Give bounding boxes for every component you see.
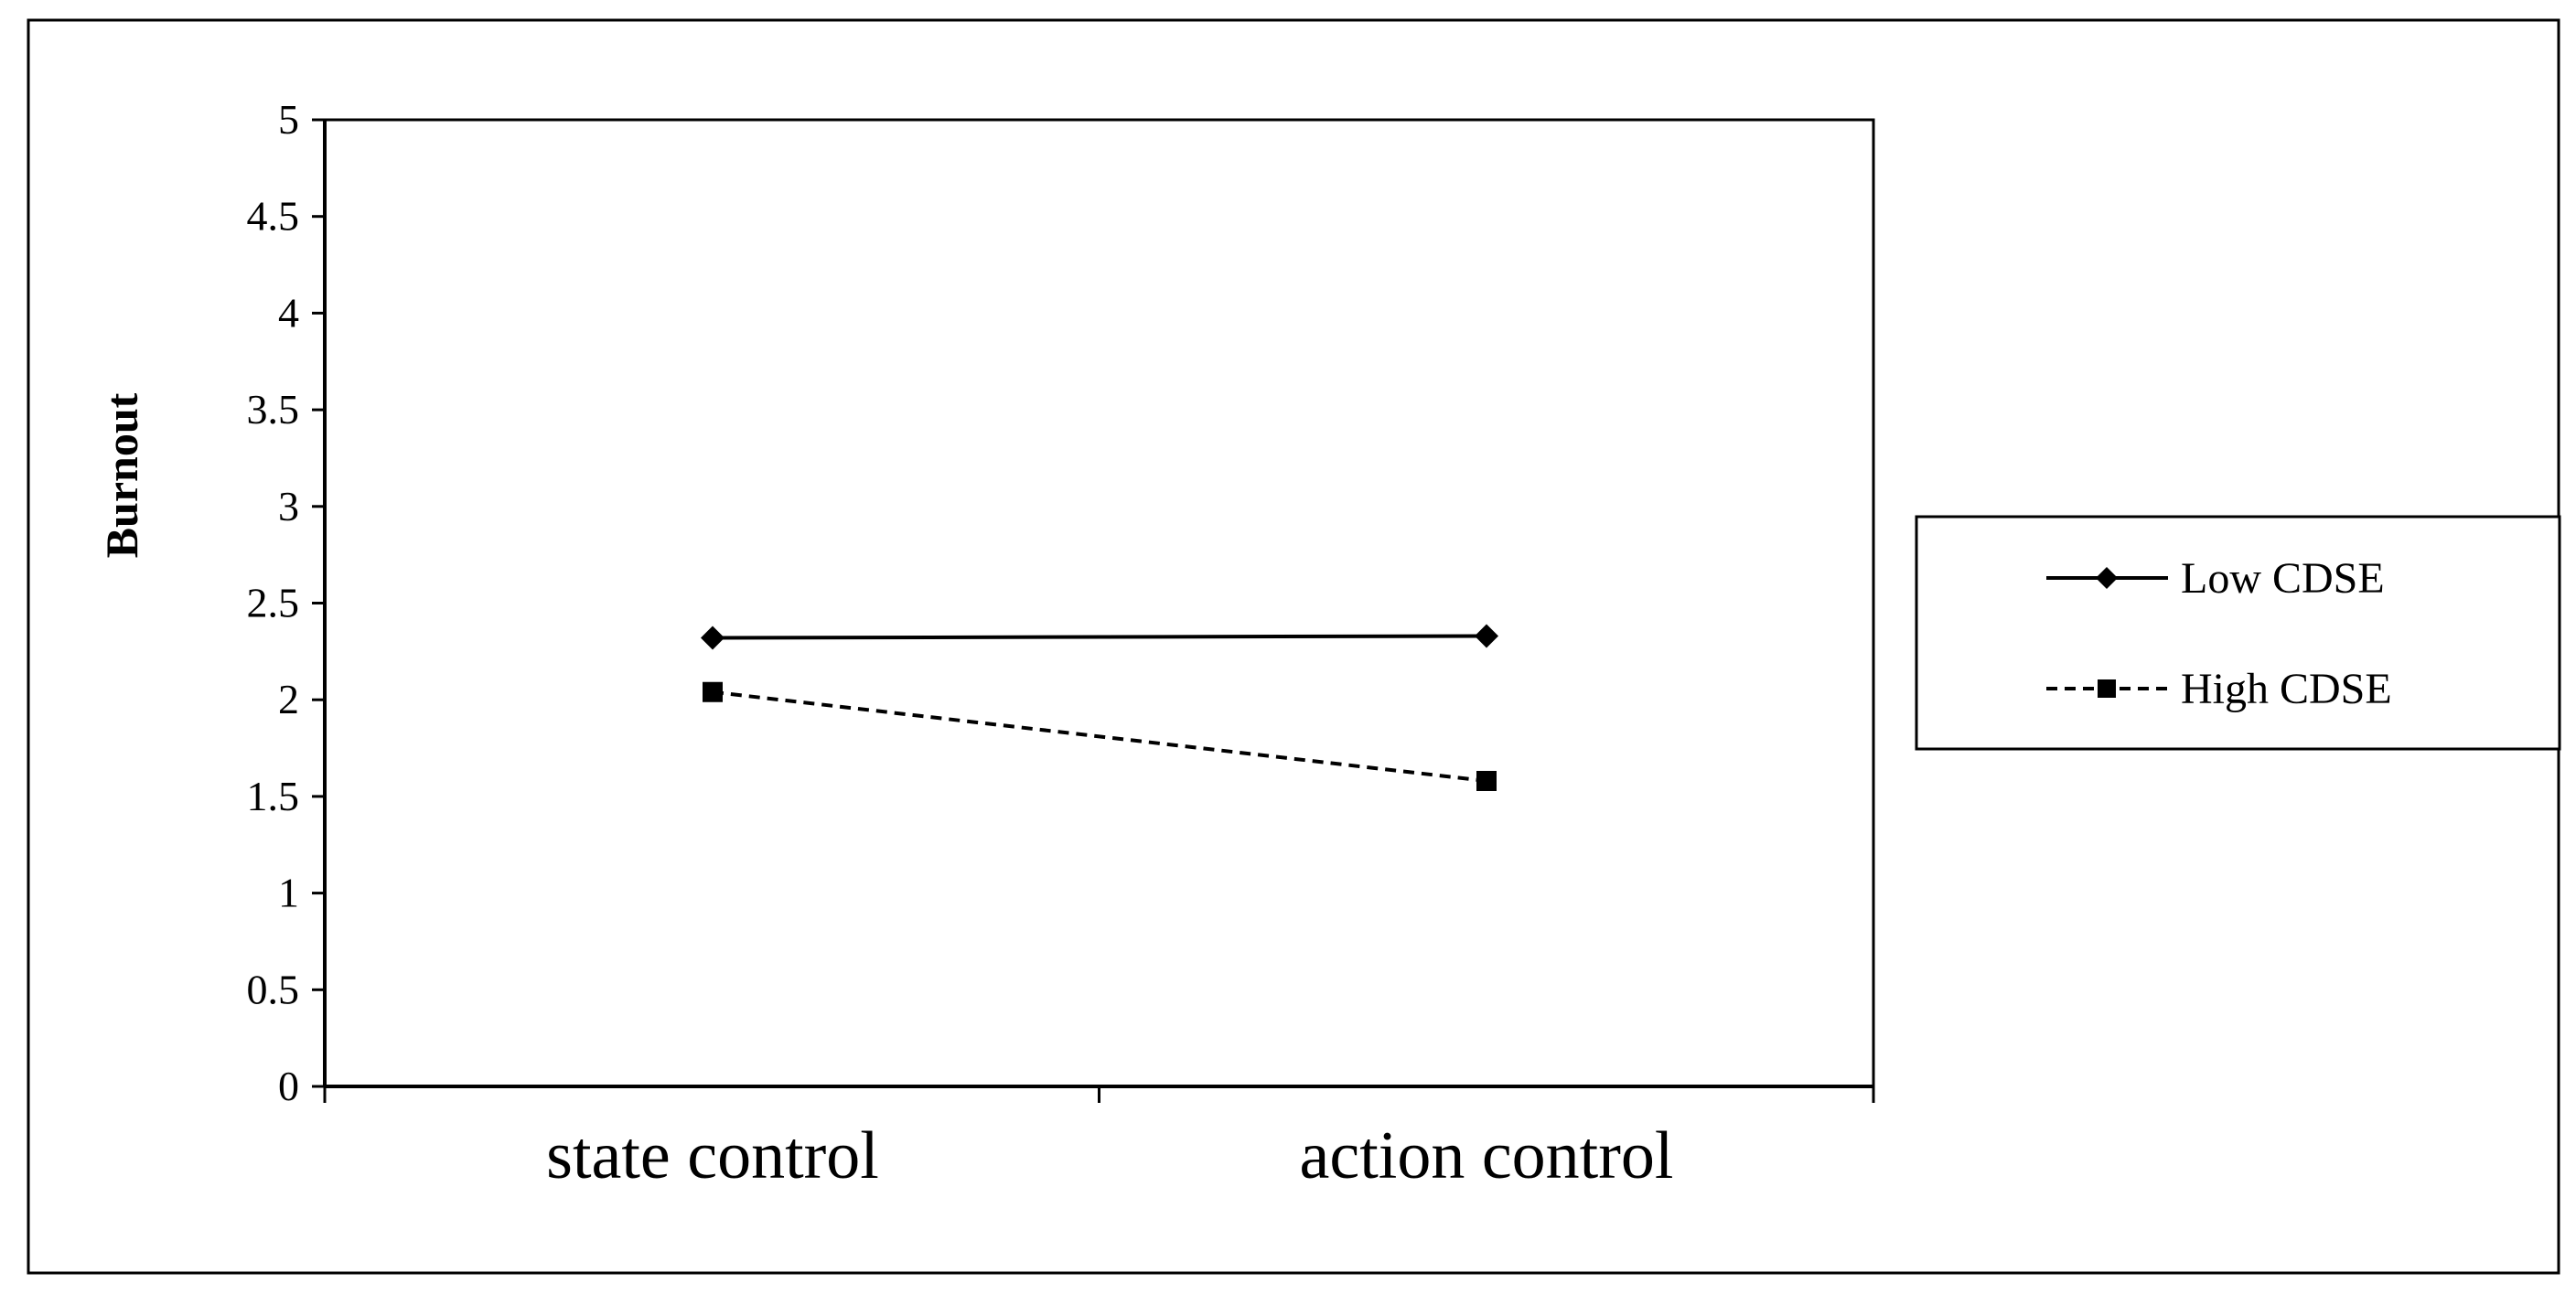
data-point xyxy=(703,681,723,702)
data-point xyxy=(701,626,724,650)
x-category-label: state control xyxy=(546,1118,879,1193)
series-layer xyxy=(701,624,1498,791)
legend: Low CDSE High CDSE xyxy=(1915,515,2561,751)
legend-box xyxy=(1915,515,2561,751)
y-tick-label: 3.5 xyxy=(247,386,300,433)
y-tick-label: 1.5 xyxy=(247,773,300,819)
legend-marker xyxy=(2098,679,2116,698)
y-tick-label: 2.5 xyxy=(247,580,300,626)
data-point xyxy=(1475,624,1498,648)
y-tick-label: 2 xyxy=(278,676,299,722)
y-axis-title: Burnout xyxy=(96,392,147,558)
y-tick-label: 4.5 xyxy=(247,193,300,240)
x-category-label: action control xyxy=(1300,1118,1674,1193)
legend-label: Low CDSE xyxy=(2181,554,2385,603)
series-line-low-cdse xyxy=(712,634,1487,640)
y-tick-label: 1 xyxy=(278,870,299,916)
y-tick-label: 3 xyxy=(278,483,299,529)
x-axis-ticks: state control action control xyxy=(323,1086,1875,1193)
series-line-high-cdse xyxy=(712,690,1487,783)
plot-area xyxy=(323,118,1875,1088)
y-tick-label: 0.5 xyxy=(247,966,300,1012)
legend-items: Low CDSE High CDSE xyxy=(2046,554,2392,713)
y-tick-label: 5 xyxy=(278,96,299,143)
y-tick-label: 0 xyxy=(278,1063,299,1109)
data-point xyxy=(1476,770,1497,791)
legend-label: High CDSE xyxy=(2181,665,2392,713)
legend-marker xyxy=(2096,567,2118,589)
y-tick-label: 4 xyxy=(278,289,299,336)
y-axis-ticks: 0 0.5 1 1.5 2 2.5 3 3.5 4 4.5 5 xyxy=(247,96,325,1109)
